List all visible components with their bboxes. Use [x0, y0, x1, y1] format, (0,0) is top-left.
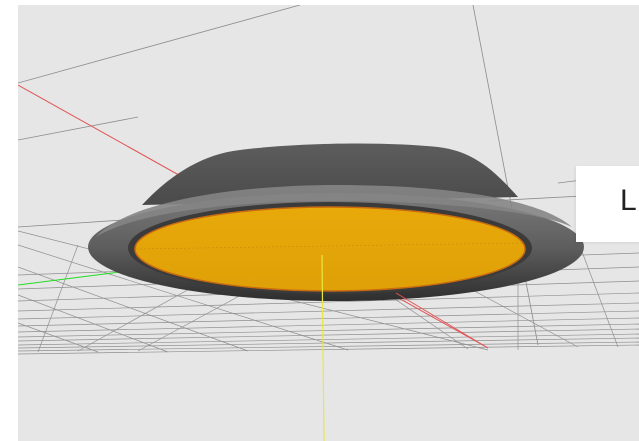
z-axis-line — [321, 254, 325, 441]
3d-viewport[interactable]: L — [18, 5, 639, 441]
y-axis-line — [18, 270, 129, 286]
grid-lines-upper — [18, 5, 639, 346]
dish-model — [88, 143, 584, 301]
overlay-label-box — [576, 166, 639, 242]
face-midline — [135, 242, 525, 250]
dish-face — [134, 206, 526, 292]
floor-grid — [18, 225, 639, 355]
scene-canvas — [18, 5, 639, 441]
dish-rim-highlight — [96, 185, 572, 237]
x-axis-line-lower — [395, 292, 489, 349]
overlay-label-text: L — [620, 184, 637, 217]
